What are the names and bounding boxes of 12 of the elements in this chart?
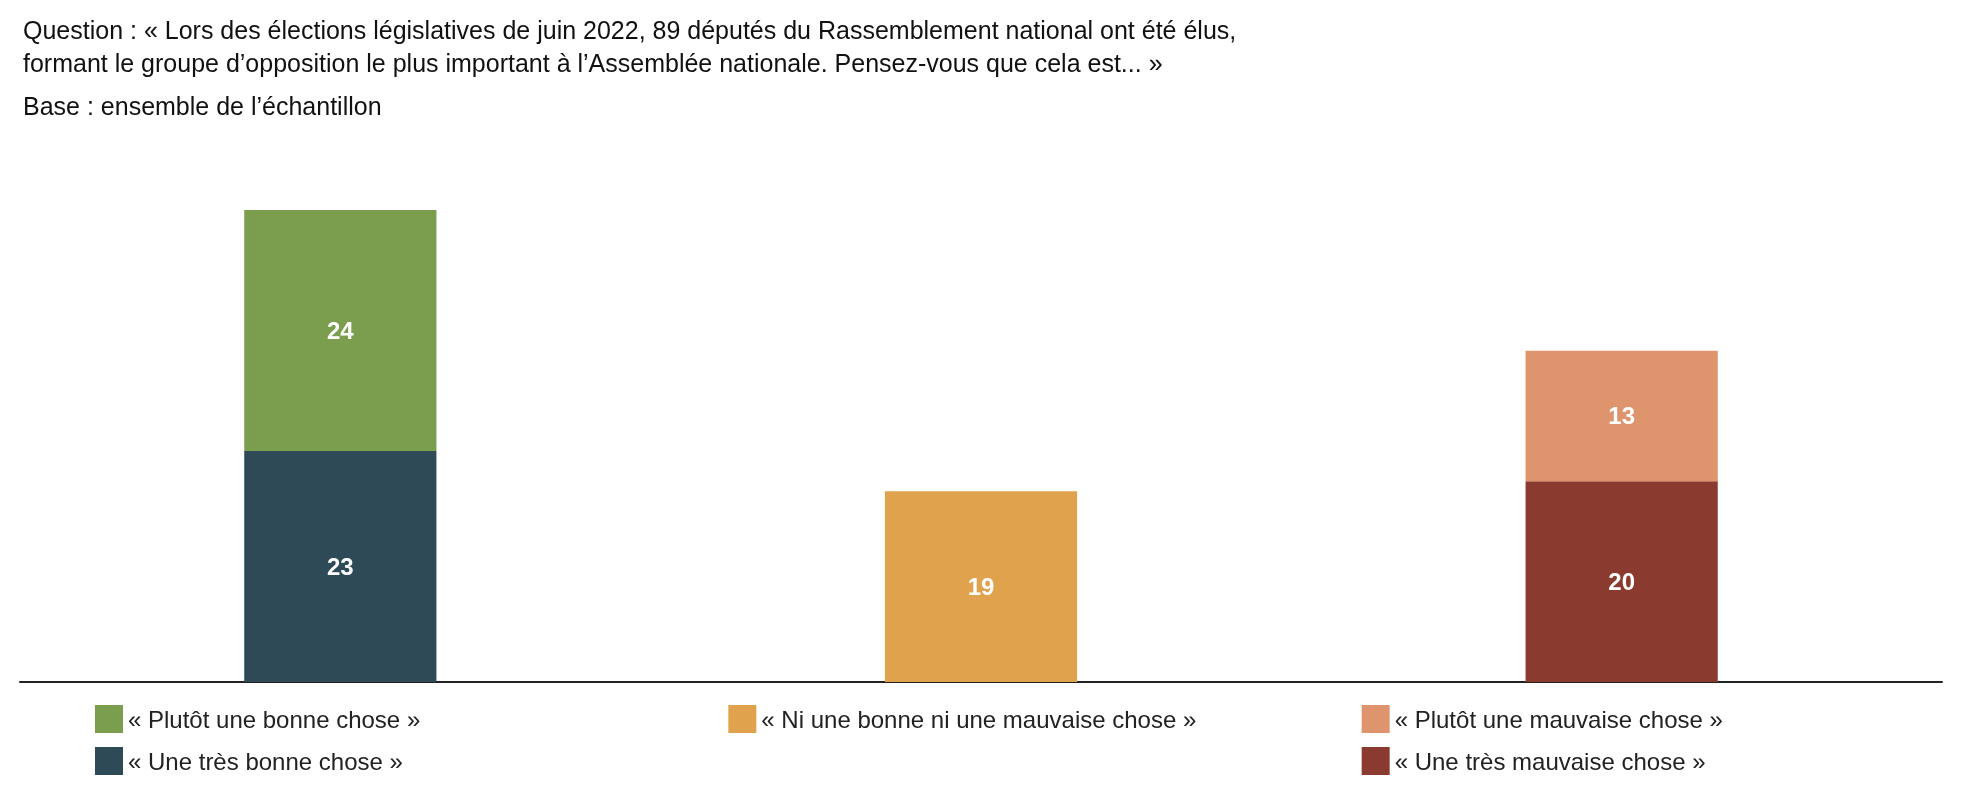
data-label: 19 (967, 573, 995, 601)
data-label: 13 (1608, 402, 1636, 430)
legend-label: « Plutôt une bonne chose » (128, 705, 421, 733)
chart-subtitle: Base : ensemble de l’échantillon (23, 91, 382, 120)
legend-label: « Une très bonne chose » (128, 747, 403, 775)
data-label: 23 (326, 553, 354, 581)
legend-label: « Ni une bonne ni une mauvaise chose » (761, 705, 1197, 733)
chart-title: Question : « Lors des élections législatives de juin 2022, 89 députés du Rassemblement national ont été élus, formant le groupe d’opposition le plus important à l’Assemblée nationale. Pensez-vous que cela est... » (23, 15, 1244, 77)
legend-label: « Une très mauvaise chose » (1394, 747, 1706, 775)
data-label: 24 (326, 317, 355, 345)
data-label: 20 (1608, 568, 1636, 596)
legend-label: « Plutôt une mauvaise chose » (1394, 705, 1723, 733)
